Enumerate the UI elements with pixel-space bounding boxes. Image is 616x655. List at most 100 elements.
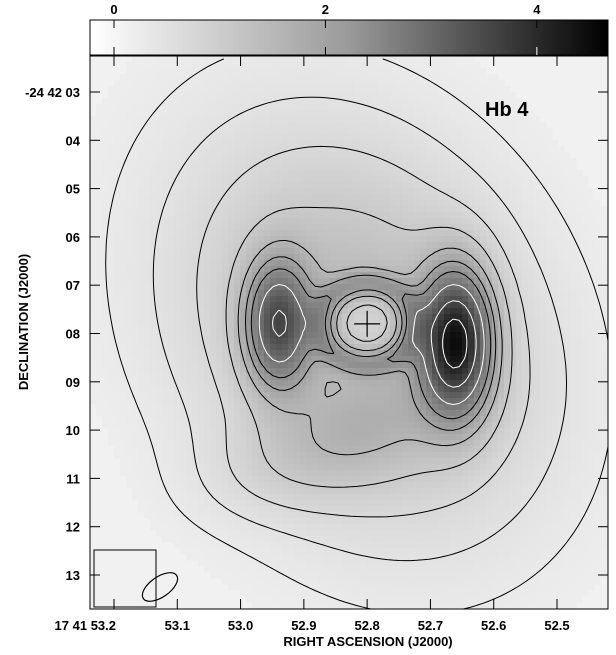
- intensity-pixel: [420, 260, 427, 267]
- intensity-pixel: [282, 368, 289, 375]
- intensity-pixel: [306, 110, 313, 117]
- intensity-pixel: [324, 68, 331, 75]
- intensity-pixel: [486, 416, 493, 423]
- intensity-pixel: [180, 416, 187, 423]
- intensity-pixel: [276, 122, 283, 129]
- intensity-pixel: [300, 116, 307, 123]
- intensity-pixel: [426, 116, 433, 123]
- intensity-pixel: [180, 260, 187, 267]
- intensity-pixel: [198, 164, 205, 171]
- intensity-pixel: [114, 260, 121, 267]
- intensity-pixel: [234, 182, 241, 189]
- intensity-pixel: [498, 416, 505, 423]
- intensity-pixel: [156, 86, 163, 93]
- intensity-pixel: [462, 266, 469, 273]
- intensity-pixel: [126, 344, 133, 351]
- intensity-pixel: [468, 302, 475, 309]
- intensity-pixel: [168, 404, 175, 411]
- intensity-pixel: [120, 416, 127, 423]
- intensity-pixel: [354, 302, 361, 309]
- intensity-pixel: [120, 98, 127, 105]
- intensity-pixel: [414, 164, 421, 171]
- intensity-pixel: [582, 386, 589, 393]
- intensity-pixel: [258, 92, 265, 99]
- intensity-pixel: [348, 404, 355, 411]
- intensity-pixel: [312, 80, 319, 87]
- intensity-pixel: [234, 290, 241, 297]
- intensity-pixel: [372, 218, 379, 225]
- intensity-pixel: [102, 290, 109, 297]
- intensity-pixel: [312, 338, 319, 345]
- intensity-pixel: [174, 314, 181, 321]
- intensity-pixel: [522, 332, 529, 339]
- intensity-pixel: [372, 92, 379, 99]
- intensity-pixel: [192, 98, 199, 105]
- intensity-pixel: [552, 362, 559, 369]
- intensity-pixel: [324, 134, 331, 141]
- intensity-pixel: [144, 254, 151, 261]
- intensity-pixel: [192, 62, 199, 69]
- intensity-pixel: [372, 56, 379, 63]
- intensity-pixel: [396, 326, 403, 333]
- intensity-pixel: [408, 254, 415, 261]
- intensity-pixel: [546, 332, 553, 339]
- intensity-pixel: [174, 200, 181, 207]
- intensity-pixel: [96, 296, 103, 303]
- intensity-pixel: [420, 140, 427, 147]
- intensity-pixel: [486, 104, 493, 111]
- intensity-pixel: [366, 218, 373, 225]
- intensity-pixel: [324, 284, 331, 291]
- intensity-pixel: [144, 272, 151, 279]
- intensity-pixel: [324, 416, 331, 423]
- intensity-pixel: [216, 404, 223, 411]
- intensity-pixel: [144, 224, 151, 231]
- intensity-pixel: [366, 314, 373, 321]
- intensity-pixel: [438, 296, 445, 303]
- intensity-pixel: [402, 278, 409, 285]
- intensity-pixel: [138, 230, 145, 237]
- intensity-pixel: [540, 410, 547, 417]
- intensity-pixel: [576, 224, 583, 231]
- intensity-pixel: [522, 350, 529, 357]
- intensity-pixel: [222, 260, 229, 267]
- intensity-pixel: [450, 386, 457, 393]
- intensity-pixel: [330, 80, 337, 87]
- intensity-pixel: [318, 182, 325, 189]
- intensity-pixel: [456, 122, 463, 129]
- intensity-pixel: [288, 86, 295, 93]
- intensity-pixel: [372, 248, 379, 255]
- intensity-pixel: [402, 356, 409, 363]
- intensity-pixel: [438, 158, 445, 165]
- intensity-pixel: [420, 152, 427, 159]
- intensity-pixel: [366, 296, 373, 303]
- intensity-pixel: [474, 272, 481, 279]
- intensity-pixel: [528, 254, 535, 261]
- intensity-pixel: [324, 170, 331, 177]
- intensity-pixel: [288, 398, 295, 405]
- intensity-pixel: [456, 182, 463, 189]
- intensity-pixel: [348, 242, 355, 249]
- intensity-pixel: [336, 68, 343, 75]
- intensity-pixel: [132, 320, 139, 327]
- intensity-pixel: [402, 344, 409, 351]
- intensity-pixel: [324, 404, 331, 411]
- intensity-pixel: [276, 152, 283, 159]
- intensity-pixel: [270, 104, 277, 111]
- intensity-pixel: [402, 146, 409, 153]
- intensity-pixel: [354, 146, 361, 153]
- intensity-pixel: [534, 398, 541, 405]
- intensity-pixel: [354, 200, 361, 207]
- intensity-pixel: [174, 416, 181, 423]
- intensity-pixel: [420, 266, 427, 273]
- intensity-pixel: [174, 278, 181, 285]
- intensity-pixel: [408, 206, 415, 213]
- intensity-pixel: [372, 116, 379, 123]
- intensity-pixel: [588, 272, 595, 279]
- intensity-pixel: [162, 248, 169, 255]
- intensity-pixel: [150, 254, 157, 261]
- intensity-pixel: [390, 344, 397, 351]
- intensity-pixel: [570, 290, 577, 297]
- intensity-pixel: [576, 230, 583, 237]
- intensity-pixel: [198, 224, 205, 231]
- intensity-pixel: [606, 284, 608, 291]
